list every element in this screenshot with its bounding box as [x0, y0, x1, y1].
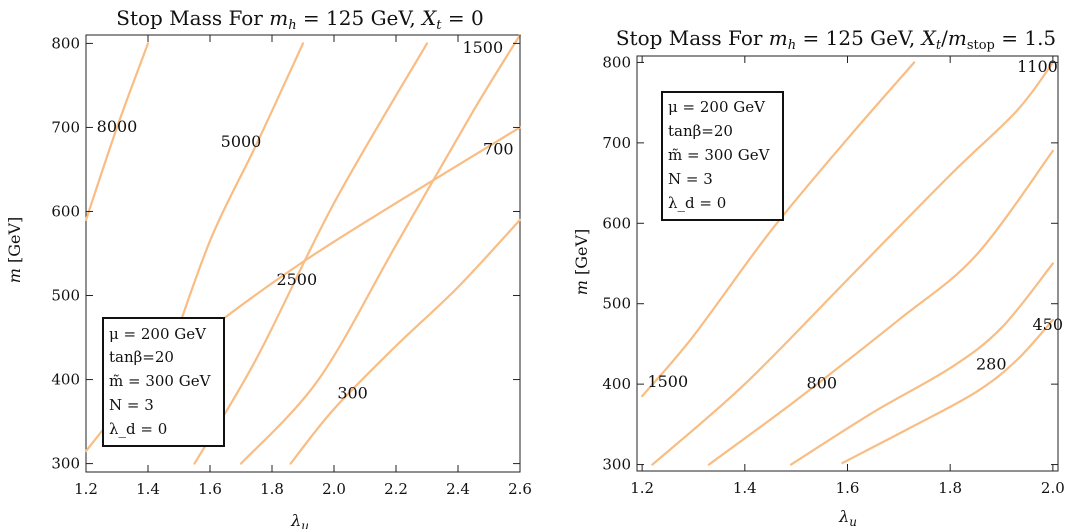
right-y-tick-label: 700: [602, 134, 631, 152]
right-x-tick-label: 1.2: [630, 479, 654, 497]
right-contour-280: [841, 318, 1054, 465]
right-contour-label-1500: 1500: [647, 372, 688, 391]
right-y-tick-label: 300: [602, 456, 631, 474]
right-x-ticks: 1.2 1.4 1.6 1.8 2.0: [630, 56, 1065, 497]
left-x-tick-label: 1.4: [136, 480, 160, 498]
left-y-axis-label: m [GeV]: [5, 217, 24, 284]
right-contour-label-450: 450: [1032, 315, 1063, 334]
left-x-tick-label: 1.6: [198, 480, 222, 498]
left-y-tick-label: 800: [51, 34, 80, 52]
right-contour-label-800: 800: [807, 374, 838, 393]
left-x-tick-label: 1.2: [74, 480, 98, 498]
left-contour-8000: [84, 42, 150, 221]
right-contour-1500: [641, 61, 916, 398]
left-plot-frame: [85, 34, 521, 473]
right-contours: [641, 61, 1054, 466]
left-contour-label-700: 700: [483, 140, 514, 159]
left-legend-box: [102, 317, 225, 447]
left-contour-labels: 8000 5000 2500 1500 700 300: [97, 38, 514, 402]
right-x-tick-label: 1.8: [938, 479, 962, 497]
left-y-tick-label: 700: [51, 118, 80, 136]
right-legend: μ = 200 GeV tanβ=20 m̃ = 300 GeV N = 3 λ…: [661, 91, 784, 221]
right-legend-line-n: N = 3: [668, 170, 713, 188]
left-legend-line-lambdad: λ_d = 0: [109, 420, 167, 438]
right-y-ticks: 300 400 500 600 700 800: [602, 53, 1058, 474]
right-contour-450: [789, 262, 1054, 466]
right-contour-800: [707, 149, 1054, 466]
right-legend-line-mtilde: m̃ = 300 GeV: [668, 146, 771, 164]
right-legend-line-lambdad: λ_d = 0: [668, 194, 726, 212]
left-x-tick-label: 2.6: [508, 480, 532, 498]
left-x-axis-label: λu: [290, 511, 309, 529]
right-chart: Stop Mass For mh = 125 GeV, Xt/mstop = 1…: [572, 26, 1065, 529]
left-contour-label-300: 300: [337, 383, 368, 402]
right-y-tick-label: 800: [602, 53, 631, 71]
left-y-tick-label: 400: [51, 371, 80, 389]
right-contour-labels: 1500 800 1100 450 280: [647, 57, 1063, 393]
left-contour-label-5000: 5000: [221, 132, 262, 151]
left-x-tick-label: 2.2: [384, 480, 408, 498]
left-contour-5000: [165, 42, 305, 364]
right-legend-line-tanbeta: tanβ=20: [668, 122, 733, 140]
right-y-tick-label: 500: [602, 295, 631, 313]
left-y-tick-label: 300: [51, 455, 80, 473]
left-chart-title: Stop Mass For mh = 125 GeV, Xt = 0: [116, 6, 483, 33]
left-x-tick-label: 2.4: [446, 480, 470, 498]
left-contour-label-2500: 2500: [276, 270, 317, 289]
right-chart-title: Stop Mass For mh = 125 GeV, Xt/mstop = 1…: [616, 26, 1056, 53]
right-y-tick-label: 400: [602, 375, 631, 393]
left-x-tick-label: 1.8: [260, 480, 284, 498]
left-x-ticks: 1.2 1.4 1.6 1.8 2.0 2.2 2.4 2.6: [74, 35, 532, 498]
right-x-axis-label: λu: [838, 507, 857, 529]
left-legend-line-n: N = 3: [109, 396, 154, 414]
left-contour-300: [289, 218, 522, 465]
right-x-tick-label: 1.4: [733, 479, 757, 497]
left-y-tick-label: 600: [51, 202, 80, 220]
right-x-tick-label: 1.6: [836, 479, 860, 497]
right-y-tick-label: 600: [602, 214, 631, 232]
right-contour-label-1100: 1100: [1017, 57, 1058, 76]
left-legend-line-mtilde: m̃ = 300 GeV: [109, 372, 212, 390]
right-legend-line-mu: μ = 200 GeV: [668, 98, 766, 116]
right-legend-box: [661, 91, 784, 221]
left-contour-label-1500: 1500: [462, 38, 503, 57]
left-y-ticks: 300 400 500 600 700 800: [51, 34, 520, 473]
left-contour-1500: [239, 33, 522, 465]
right-contour-1100: [651, 61, 1054, 466]
left-chart: Stop Mass For mh = 125 GeV, Xt = 0 8000 5…: [5, 6, 532, 529]
right-y-axis-label: m [GeV]: [572, 229, 591, 296]
left-contour-label-8000: 8000: [97, 117, 138, 136]
left-legend-line-mu: μ = 200 GeV: [109, 325, 207, 343]
left-y-tick-label: 500: [51, 287, 80, 305]
right-x-tick-label: 2.0: [1041, 479, 1065, 497]
left-legend: μ = 200 GeV tanβ=20 m̃ = 300 GeV N = 3 λ…: [102, 317, 225, 447]
right-contour-label-280: 280: [976, 354, 1007, 373]
left-legend-line-tanbeta: tanβ=20: [109, 348, 174, 366]
left-x-tick-label: 2.0: [322, 480, 346, 498]
